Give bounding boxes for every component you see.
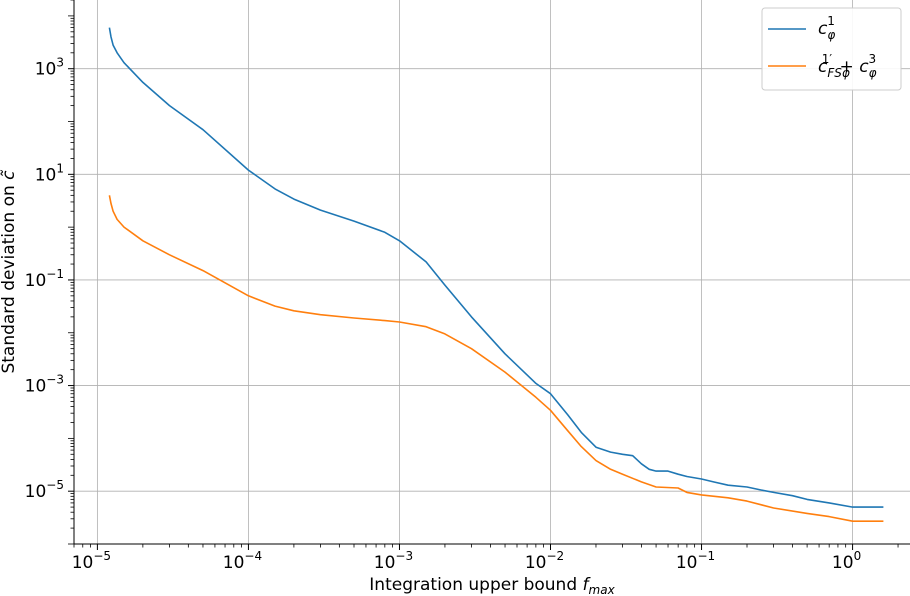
y-tick-label: 103 xyxy=(35,56,64,80)
ticks xyxy=(68,0,899,550)
x-tick-label: 10−3 xyxy=(374,549,413,573)
legend-label-series-1: cφ1 xyxy=(818,14,835,42)
y-axis-label: Standard deviation on c̃ xyxy=(0,169,19,374)
series-layer xyxy=(108,27,884,523)
x-axis-label: Integration upper bound fmax xyxy=(369,575,615,596)
x-tick-label: 10−4 xyxy=(223,549,262,573)
y-tick-label: 10−5 xyxy=(25,478,64,502)
y-tick-label: 101 xyxy=(35,161,64,185)
legend-label-series-2: cFSφ1′ + cφ3 xyxy=(818,52,877,80)
x-tick-label: 10−5 xyxy=(72,549,111,573)
series-line-1 xyxy=(108,27,884,508)
x-tick-label: 100 xyxy=(832,549,861,573)
legend: cφ1 cFSφ1′ + cφ3 xyxy=(761,7,902,91)
tick-labels: 10−5 10−4 10−3 10−2 10−1 100 103 101 10−1 10−3 10−… xyxy=(25,56,862,573)
y-tick-label: 10−1 xyxy=(25,267,64,291)
plot-background xyxy=(74,0,910,544)
series-line-2 xyxy=(108,195,884,523)
x-tick-label: 10−1 xyxy=(676,549,715,573)
x-tick-label: 10−2 xyxy=(525,549,564,573)
y-tick-label: 10−3 xyxy=(25,373,64,397)
